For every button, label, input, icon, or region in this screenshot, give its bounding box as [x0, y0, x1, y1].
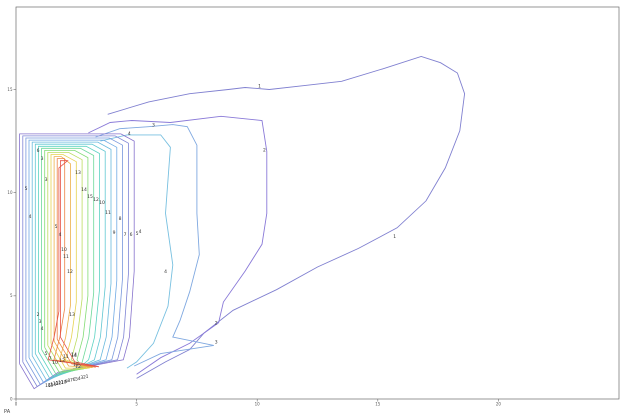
inner-contour-label: 4 — [29, 214, 32, 220]
inner-contour-label: 14 — [81, 187, 87, 193]
inner-contour-label: 3 — [39, 319, 42, 325]
inner-contour — [47, 152, 88, 371]
plot-frame — [15, 6, 620, 400]
inner-contour-label: 4 — [78, 376, 81, 382]
inner-contour-label: 8 — [119, 216, 122, 222]
inner-contour-label: 13 — [75, 170, 81, 176]
inner-contour — [38, 145, 100, 377]
inner-contour-label: 13 — [53, 381, 59, 387]
inner-contour-label: 2 — [83, 375, 86, 381]
inner-contour-label: 12 — [73, 362, 79, 368]
inner-contour-label: 5 — [25, 186, 28, 192]
x-tick-label-1: 5 — [135, 402, 138, 407]
inner-contour-label: 10 — [61, 247, 67, 253]
contour-level-label: 4 — [128, 131, 131, 137]
inner-contour-label: 15 — [87, 194, 93, 200]
inner-contour-label: 11 — [63, 254, 69, 260]
inner-contour-label: 6 — [73, 377, 76, 383]
inner-contour-label: 3 — [41, 156, 44, 162]
inner-contour-label: 9 — [65, 379, 68, 385]
inner-contour-label: 12 — [75, 364, 81, 370]
y-tick-label-3: 15 — [7, 87, 13, 92]
inner-contour — [44, 150, 89, 373]
y-tick-label-1: 5 — [10, 293, 13, 298]
x-tick-label-0: 0 — [15, 402, 18, 407]
y-tick-label-2: 10 — [7, 190, 13, 195]
inner-contour-label: 10 — [61, 379, 67, 385]
inner-contour-label: 6 — [37, 148, 40, 154]
inner-contour-label: 11 — [58, 380, 64, 386]
x-tick-label-3: 15 — [375, 402, 381, 407]
inner-contour-label: 10 — [99, 200, 105, 206]
inner-contour-label: 7 — [70, 378, 73, 384]
inner-contour — [41, 147, 95, 375]
inner-contour-label: 5 — [75, 376, 78, 382]
inner-contour-label: 14 — [71, 353, 77, 359]
contour-level-label: 1 — [258, 83, 261, 89]
inner-contour-label: 11 — [63, 354, 69, 360]
inner-contour-label: 5 — [136, 231, 139, 237]
x-tick-label-4: 20 — [496, 402, 502, 407]
inner-contour — [47, 160, 100, 368]
contour-level-1 — [107, 56, 466, 379]
contour-level-3 — [95, 124, 214, 367]
inner-contour — [19, 133, 135, 390]
inner-contour-label: 13 — [59, 358, 65, 364]
contour-level-label: 4 — [164, 269, 167, 275]
inner-contour — [53, 158, 96, 368]
inner-contour-label: 7 — [49, 356, 52, 362]
contour-level-label: 2 — [263, 147, 266, 153]
inner-contour-label: 2 — [37, 312, 40, 318]
inner-contour-label: 4 — [59, 232, 62, 238]
inner-contour-label: 4 — [41, 326, 44, 332]
inner-contour-label: 12 — [67, 269, 73, 275]
inner-contour-label: 12 — [56, 381, 62, 387]
x-tick-label-2: 10 — [255, 402, 261, 407]
contour-lines — [19, 56, 466, 390]
inner-contour-label: 11 — [105, 210, 111, 216]
inner-contour-label: 12 — [93, 197, 99, 203]
inner-contour-label: 7 — [124, 232, 127, 238]
contour-level-label: 3 — [152, 123, 155, 129]
inner-contour-label: 9 — [113, 230, 116, 236]
inner-contour — [53, 156, 93, 368]
x-axis-label: PA — [4, 409, 11, 415]
inner-contour-label: 5 — [55, 224, 58, 230]
contour-level-label: 3 — [215, 339, 218, 345]
inner-contour-label: 10 — [52, 360, 58, 366]
y-tick-label-0: 0 — [10, 396, 13, 401]
inner-contour-label: 3 — [45, 177, 48, 183]
inner-contour-label: 16 — [45, 383, 51, 389]
contour-level-label: 1 — [393, 234, 396, 240]
inner-contour-label: 6 — [130, 232, 133, 238]
inner-contour-label: 15 — [48, 382, 54, 388]
x-axis-ticks: 0 5 10 15 20 — [15, 399, 502, 407]
inner-contour-label: 14 — [50, 382, 56, 388]
inner-contour-label: 4 — [139, 229, 142, 235]
inner-contour-label: 13 — [69, 312, 75, 318]
inner-contour-label: 3 — [80, 375, 83, 381]
y-axis-ticks: 0 5 10 15 — [7, 87, 16, 401]
inner-contour — [50, 154, 90, 369]
contour-level-4 — [100, 134, 174, 369]
inner-contour-label: 14 — [71, 352, 77, 358]
contour-level-label: 2 — [215, 321, 218, 327]
inner-contour-label: 1 — [86, 374, 89, 380]
inner-contour-label: 8 — [67, 378, 70, 384]
contour-level-2 — [88, 115, 268, 375]
inner-contour-label: 5 — [45, 351, 48, 357]
